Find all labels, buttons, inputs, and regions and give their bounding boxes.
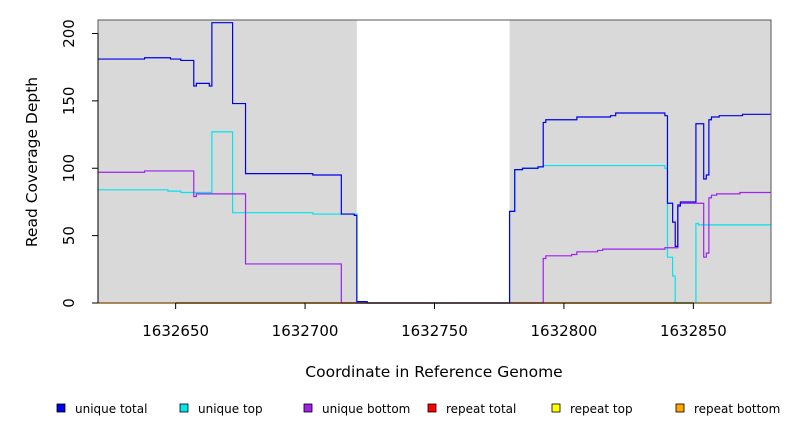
x-tick-label: 1632650 xyxy=(142,322,209,340)
legend-swatch xyxy=(551,403,561,413)
x-tick-label: 1632750 xyxy=(401,322,468,340)
legend-item-unique-top: unique top xyxy=(179,402,263,416)
plot-background xyxy=(98,20,771,303)
y-tick-label: 200 xyxy=(60,19,78,48)
y-tick-label: 0 xyxy=(60,298,78,308)
legend-swatch xyxy=(179,403,189,413)
shaded-region-1 xyxy=(98,20,357,303)
y-tick-label: 50 xyxy=(60,226,78,245)
legend-item-repeat-total: repeat total xyxy=(427,402,516,416)
legend-label: repeat top xyxy=(570,402,633,416)
x-tick-label: 1632700 xyxy=(272,322,339,340)
series-line-unique-bottom xyxy=(98,170,771,304)
y-tick-label: 100 xyxy=(60,154,78,183)
legend-label: unique bottom xyxy=(322,402,410,416)
legend-swatch xyxy=(675,403,685,413)
legend-label: unique top xyxy=(198,402,263,416)
legend-label: unique total xyxy=(75,402,147,416)
legend-swatch xyxy=(303,403,313,413)
shaded-region-2 xyxy=(509,20,771,303)
legend-item-unique-total: unique total xyxy=(56,402,147,416)
legend-item-repeat-bottom: repeat bottom xyxy=(675,402,780,416)
legend-swatch xyxy=(56,403,66,413)
x-axis-title: Coordinate in Reference Genome xyxy=(305,363,562,381)
y-axis-title: Read Coverage Depth xyxy=(23,77,41,247)
legend-label: repeat total xyxy=(446,402,516,416)
legend-item-repeat-top: repeat top xyxy=(551,402,633,416)
series-line-unique-total xyxy=(98,22,771,304)
legend-item-unique-bottom: unique bottom xyxy=(303,402,410,416)
x-tick-label: 1632850 xyxy=(660,322,727,340)
legend: unique total unique top unique bottom repea… xyxy=(56,402,780,416)
x-tick-label: 1632800 xyxy=(531,322,598,340)
axes: 1632650 1632700 1632750 1632800 1632850 0 50 10… xyxy=(60,19,727,340)
legend-swatch xyxy=(427,403,437,413)
legend-label: repeat bottom xyxy=(694,402,780,416)
y-tick-label: 150 xyxy=(60,87,78,116)
